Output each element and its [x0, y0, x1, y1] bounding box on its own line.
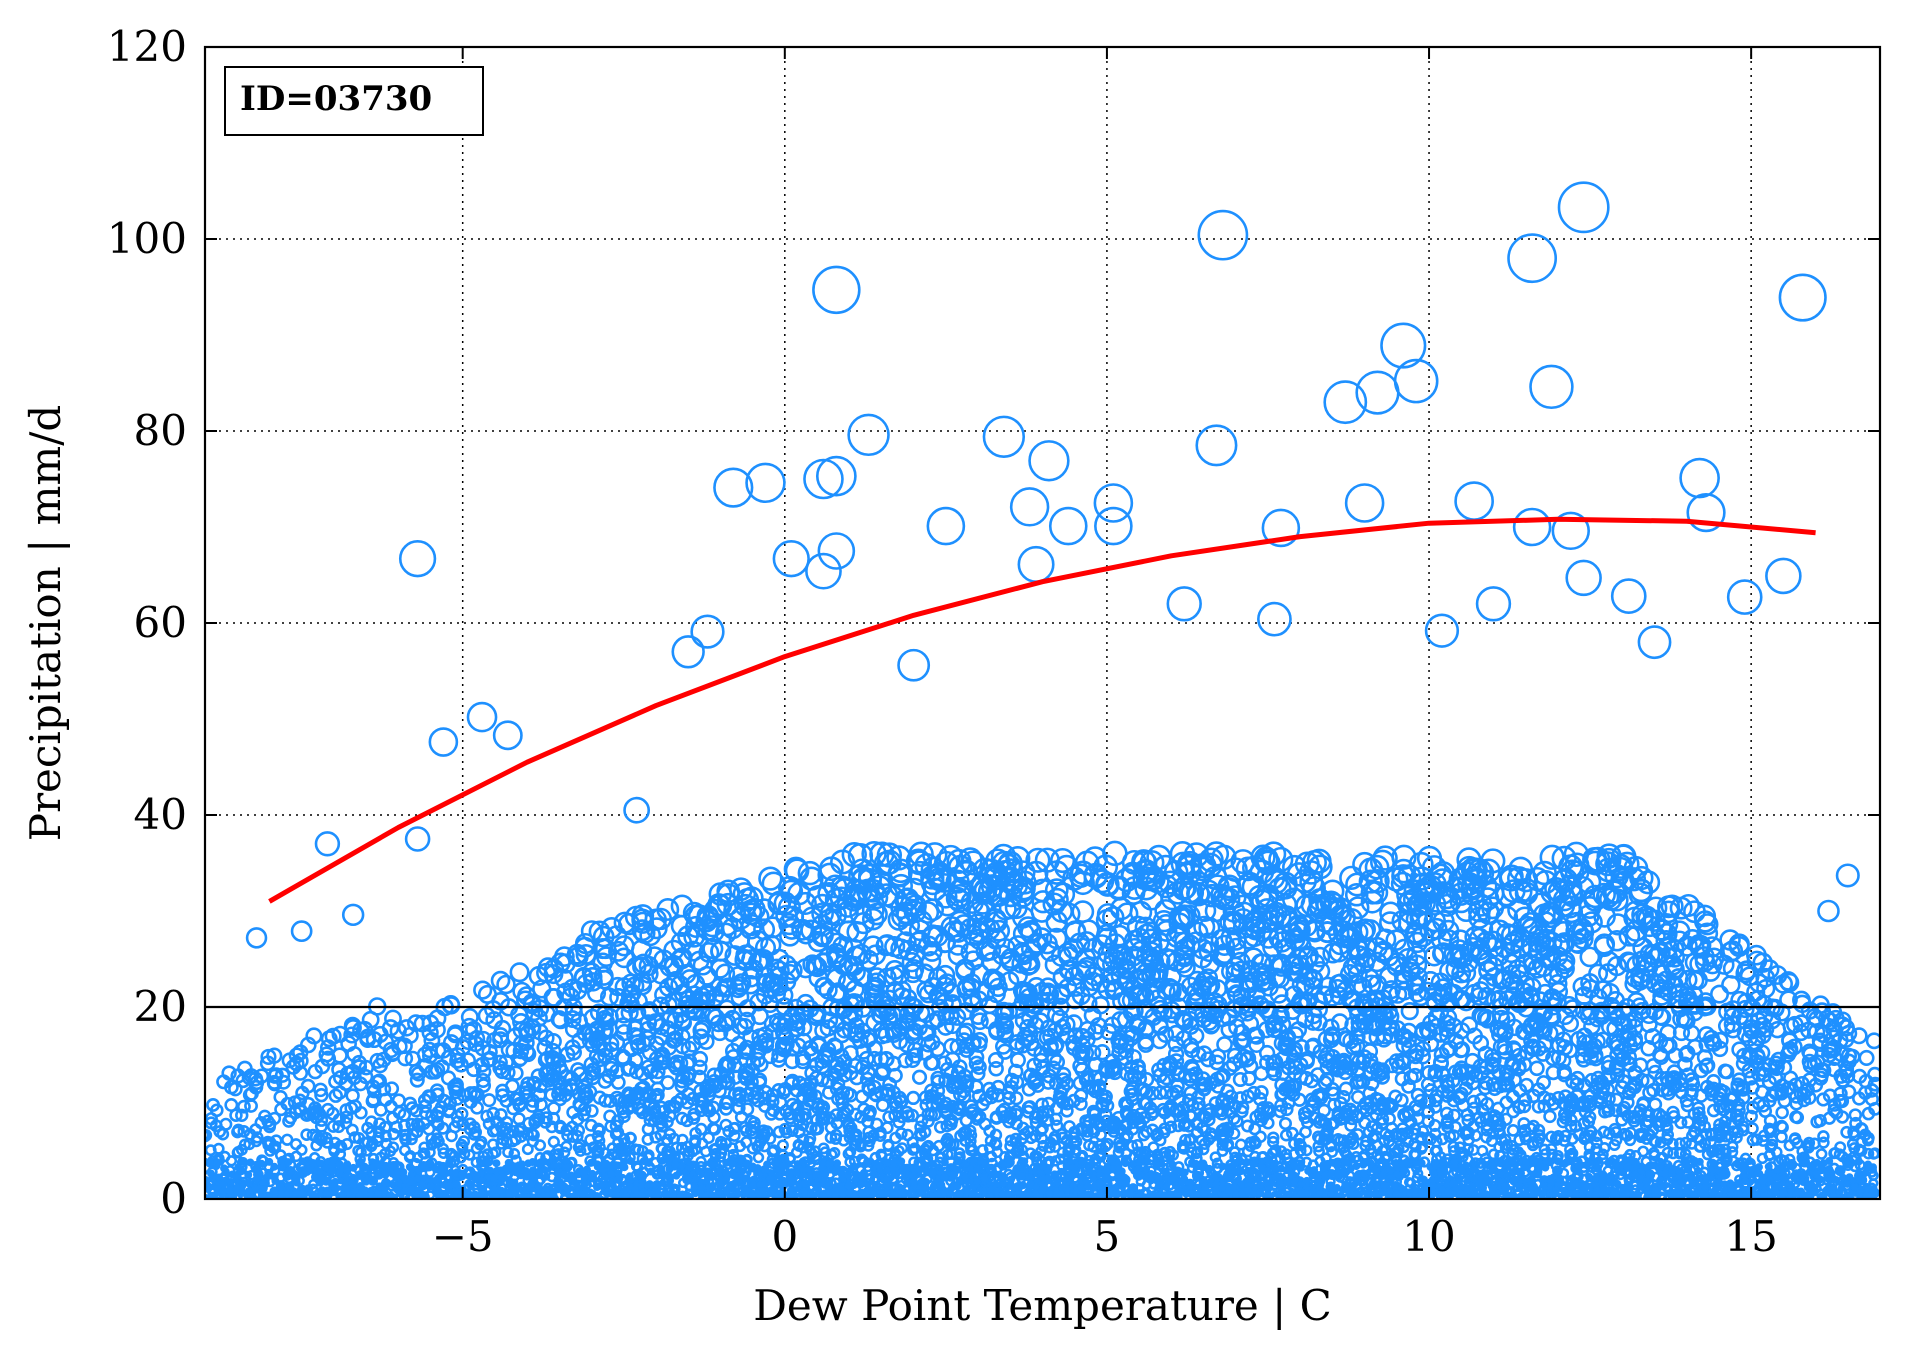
- chart: −5051015020406080100120 ID=03730 Dew Poi…: [0, 0, 1905, 1358]
- scatter-plot: −5051015020406080100120 ID=03730 Dew Poi…: [0, 0, 1905, 1358]
